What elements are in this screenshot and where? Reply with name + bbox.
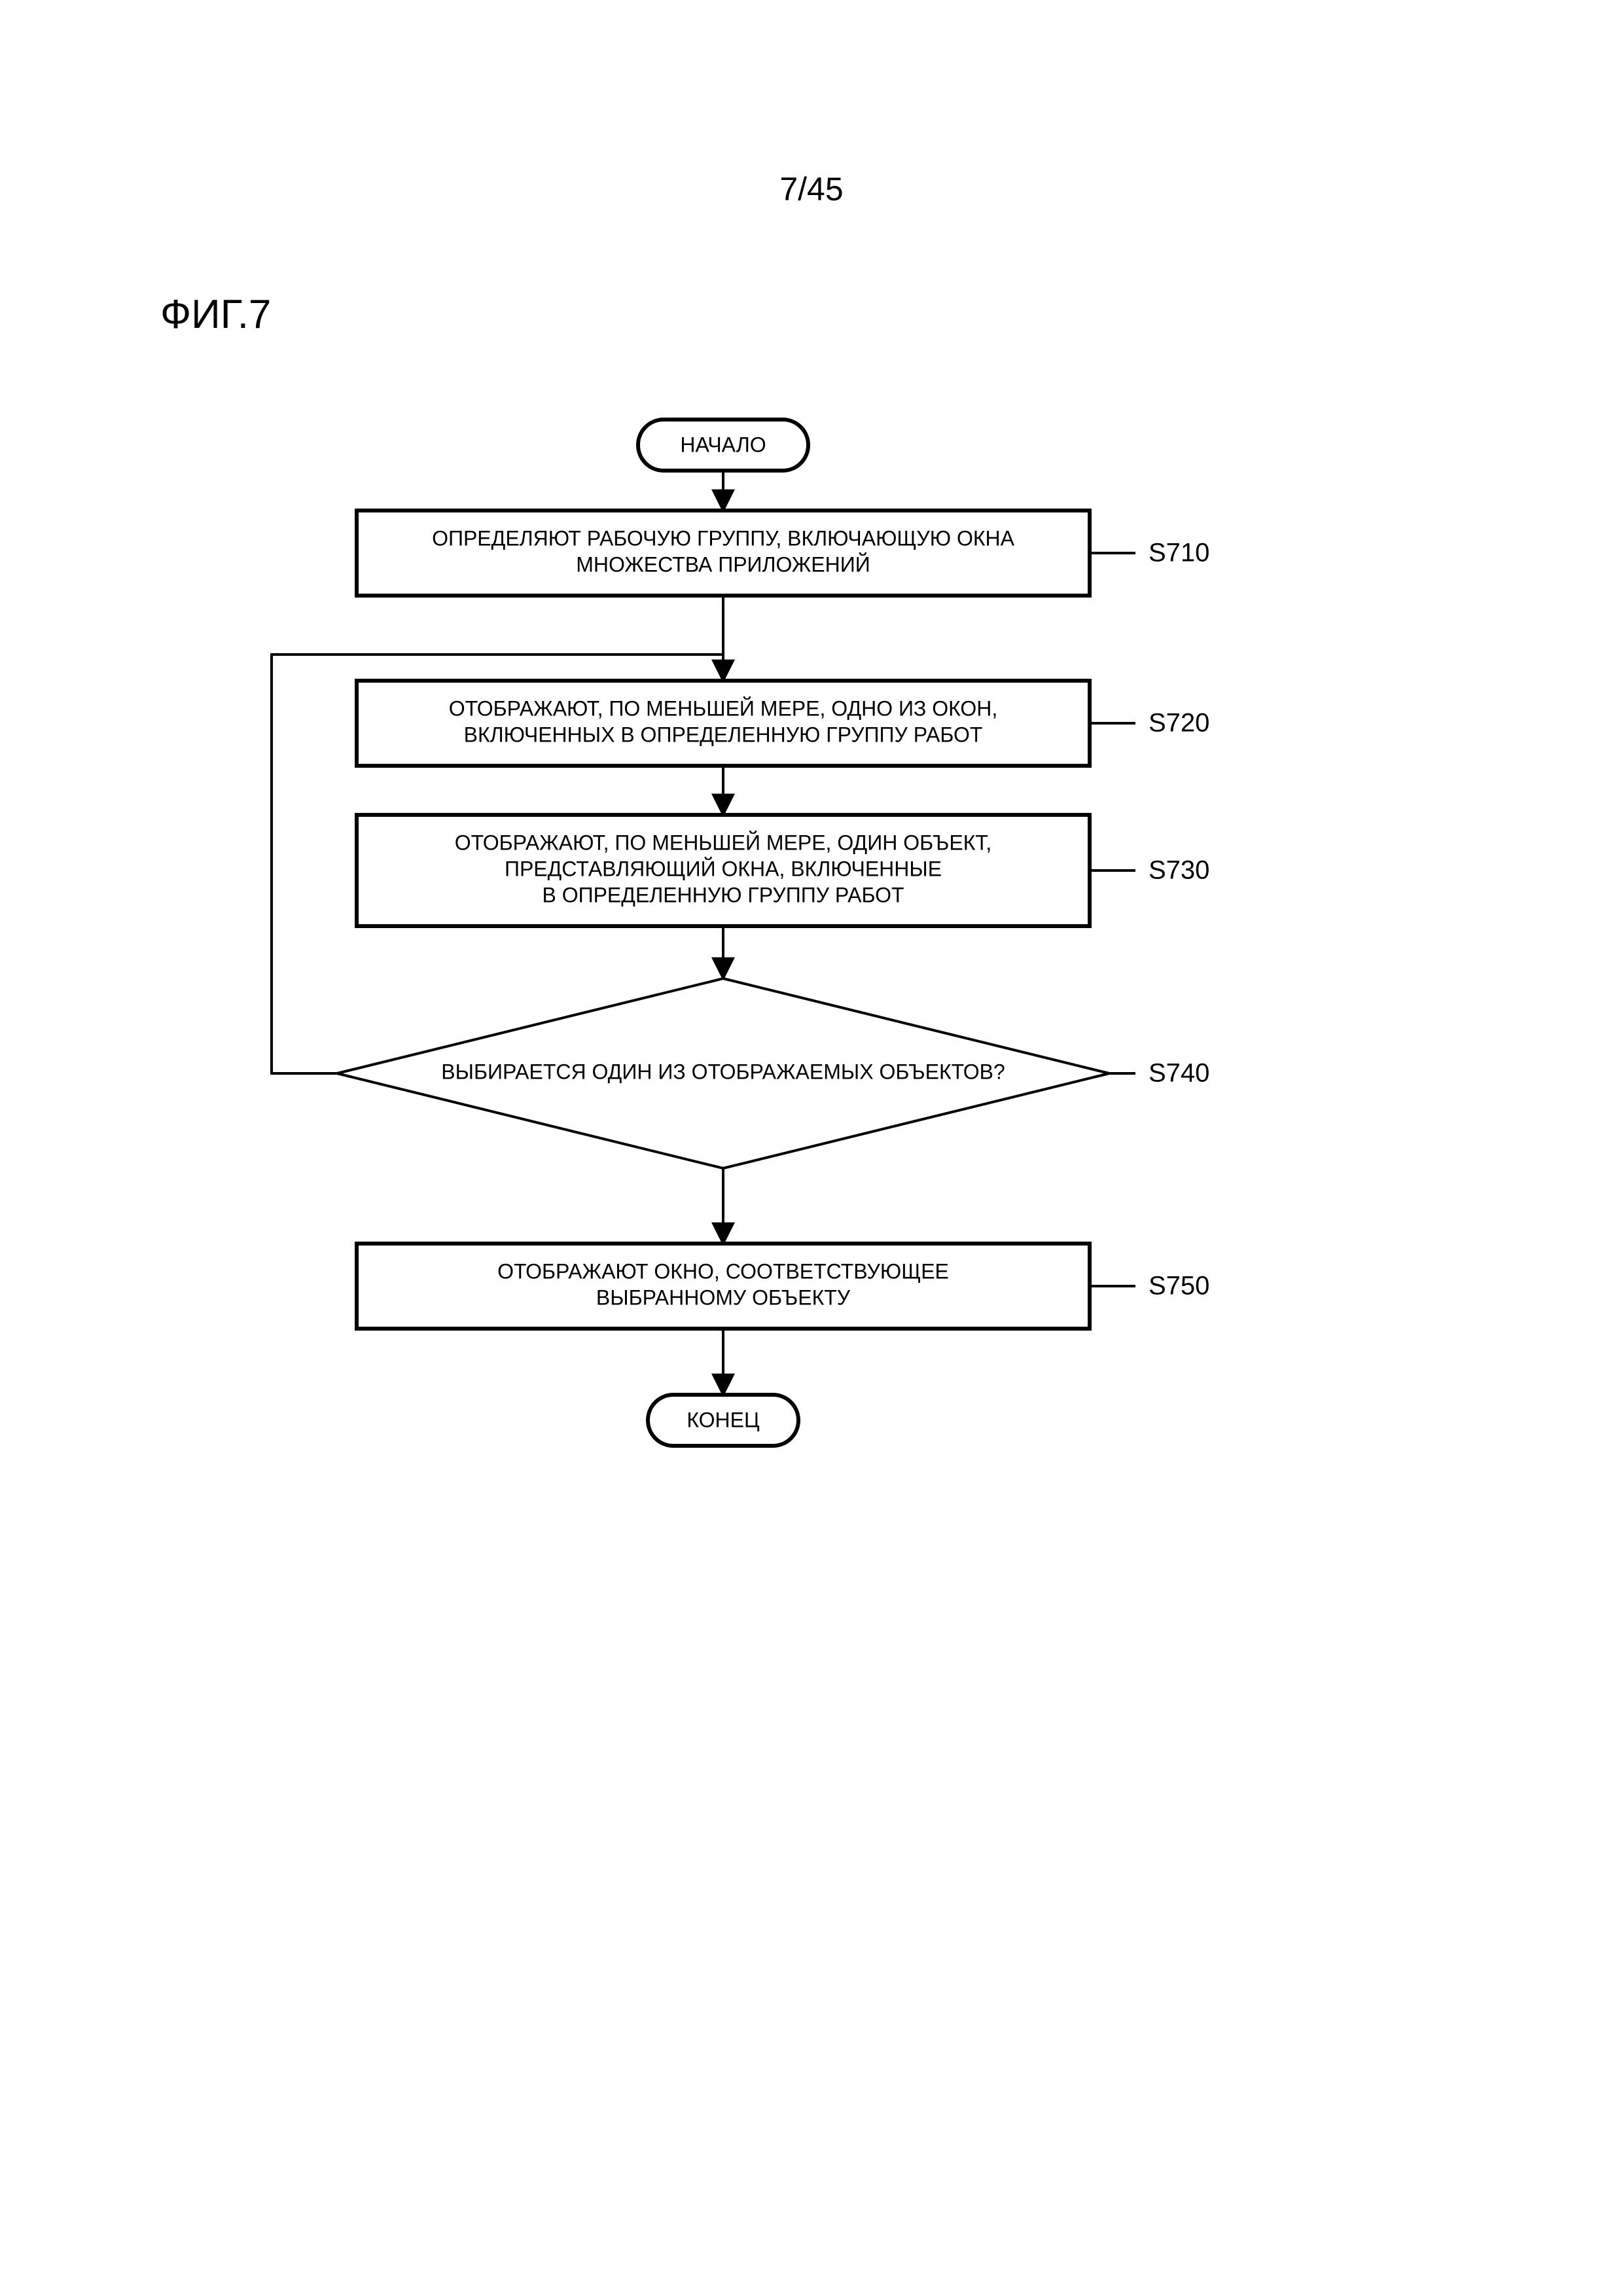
svg-text:ПРЕДСТАВЛЯЮЩИЙ ОКНА, ВКЛЮЧЕННЫ: ПРЕДСТАВЛЯЮЩИЙ ОКНА, ВКЛЮЧЕННЫЕ (505, 857, 942, 880)
svg-text:S710: S710 (1149, 539, 1209, 567)
svg-text:ОТОБРАЖАЮТ, ПО МЕНЬШЕЙ МЕРЕ, О: ОТОБРАЖАЮТ, ПО МЕНЬШЕЙ МЕРЕ, ОДНО ИЗ ОКО… (449, 696, 998, 720)
svg-text:КОНЕЦ: КОНЕЦ (687, 1408, 760, 1431)
svg-text:S750: S750 (1149, 1272, 1209, 1300)
svg-text:ОТОБРАЖАЮТ ОКНО, СООТВЕТСТВУЮЩ: ОТОБРАЖАЮТ ОКНО, СООТВЕТСТВУЮЩЕЕ (497, 1259, 949, 1283)
svg-text:ВЫБРАННОМУ ОБЪЕКТУ: ВЫБРАННОМУ ОБЪЕКТУ (596, 1285, 851, 1309)
svg-text:ВКЛЮЧЕННЫХ В ОПРЕДЕЛЕННУЮ ГРУП: ВКЛЮЧЕННЫХ В ОПРЕДЕЛЕННУЮ ГРУППУ РАБОТ (464, 723, 983, 746)
svg-text:ОПРЕДЕЛЯЮТ РАБОЧУЮ ГРУППУ, ВКЛ: ОПРЕДЕЛЯЮТ РАБОЧУЮ ГРУППУ, ВКЛЮЧАЮЩУЮ ОК… (432, 526, 1015, 550)
svg-text:S720: S720 (1149, 709, 1209, 738)
page-root: 7/45 ФИГ.7 НАЧАЛООПРЕДЕЛЯЮТ РАБОЧУЮ ГРУП… (0, 0, 1623, 2296)
svg-text:S730: S730 (1149, 856, 1209, 885)
svg-text:МНОЖЕСТВА ПРИЛОЖЕНИЙ: МНОЖЕСТВА ПРИЛОЖЕНИЙ (576, 552, 870, 576)
svg-text:В ОПРЕДЕЛЕННУЮ ГРУППУ РАБОТ: В ОПРЕДЕЛЕННУЮ ГРУППУ РАБОТ (542, 883, 904, 906)
flowchart-svg: НАЧАЛО ОПРЕДЕЛЯЮТ РАБОЧУЮ ГРУППУ, ВКЛЮЧАЮ… (0, 0, 1623, 2296)
svg-text:НАЧАЛО: НАЧАЛО (680, 433, 766, 456)
svg-text:ВЫБИРАЕТСЯ ОДИН ИЗ ОТОБРАЖАЕМЫ: ВЫБИРАЕТСЯ ОДИН ИЗ ОТОБРАЖАЕМЫХ ОБЪЕКТОВ… (441, 1060, 1005, 1083)
svg-text:ОТОБРАЖАЮТ, ПО МЕНЬШЕЙ МЕРЕ, О: ОТОБРАЖАЮТ, ПО МЕНЬШЕЙ МЕРЕ, ОДИН ОБЪЕКТ… (455, 831, 991, 854)
svg-text:S740: S740 (1149, 1059, 1209, 1088)
